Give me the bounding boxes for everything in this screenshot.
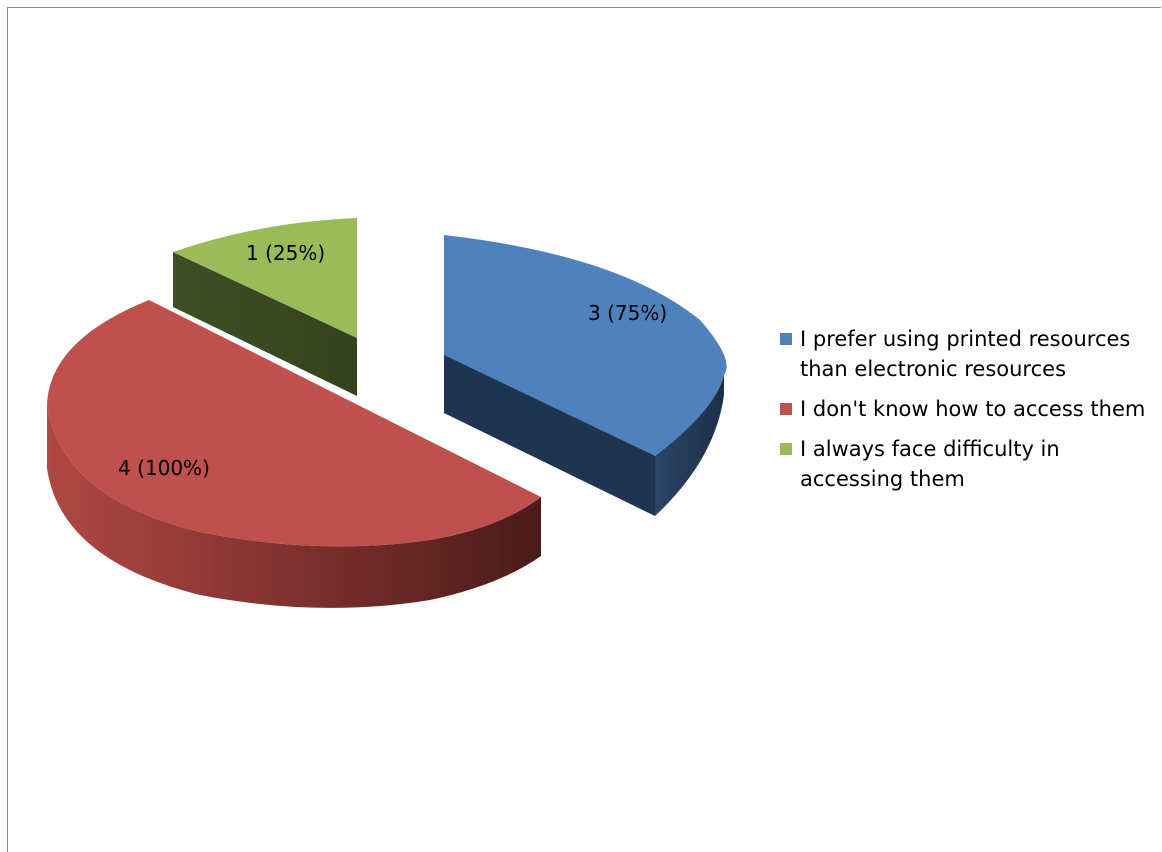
slice-depth-printed-resources	[655, 375, 724, 516]
legend-label-printed-resources: I prefer using printed resources than el…	[800, 327, 1131, 381]
legend-swatch-blue	[780, 333, 792, 345]
legend-label-difficulty-accessing: I always face difficulty in accessing th…	[800, 437, 1060, 491]
pie-slice-difficulty-accessing	[173, 218, 357, 396]
data-label-dont-know-how: 4 (100%)	[118, 456, 210, 480]
slice-top-dont-know-how	[47, 300, 541, 547]
legend-item-dont-know-how: I don't know how to access them	[780, 394, 1150, 424]
pie-slice-dont-know-how	[47, 300, 541, 608]
legend: I prefer using printed resources than el…	[780, 324, 1150, 504]
legend-item-printed-resources: I prefer using printed resources than el…	[780, 324, 1150, 384]
pie-slice-printed-resources	[444, 235, 727, 516]
data-label-difficulty-accessing: 1 (25%)	[246, 241, 325, 265]
legend-item-difficulty-accessing: I always face difficulty in accessing th…	[780, 434, 1150, 494]
legend-swatch-red	[780, 403, 792, 415]
slice-side-difficulty-accessing	[173, 252, 357, 396]
slice-depth-dont-know-how	[47, 404, 541, 608]
slice-top-printed-resources	[444, 235, 727, 456]
slice-top-difficulty-accessing	[173, 218, 357, 338]
data-label-printed-resources: 3 (75%)	[588, 301, 667, 325]
legend-swatch-green	[780, 443, 792, 455]
legend-label-dont-know-how: I don't know how to access them	[800, 397, 1146, 421]
